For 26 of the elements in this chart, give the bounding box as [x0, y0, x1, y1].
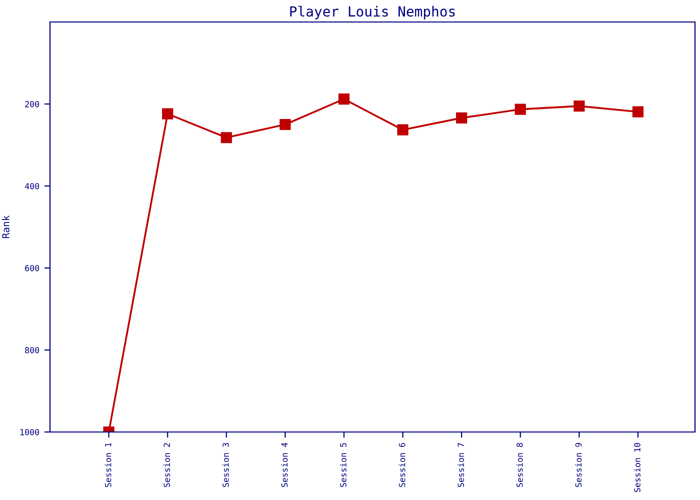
x-tick-label: Session 9	[575, 442, 582, 488]
y-tick-label: 200	[25, 101, 40, 108]
point	[338, 94, 350, 105]
point	[397, 124, 408, 136]
x-tick-label: Session 6	[398, 442, 406, 488]
y-tick-label: 1000	[20, 429, 40, 436]
point	[574, 100, 585, 112]
x-tick-label: Session 7	[458, 443, 464, 488]
x-tick-label: Session 2	[164, 443, 170, 488]
x-tick-label: Session 1	[104, 442, 112, 488]
x-tick-label: Session 5	[340, 443, 346, 488]
point	[280, 118, 291, 130]
point	[220, 132, 232, 144]
point	[162, 108, 174, 120]
point	[632, 106, 644, 118]
x-tick-label: Session 3	[222, 443, 229, 488]
point	[514, 104, 526, 115]
y-tick-label: 800	[25, 347, 40, 354]
x-tick-label: Session 8	[516, 442, 523, 488]
chart-title: Player Louis Nemphos	[290, 6, 455, 20]
y-axis-title: Rank	[2, 215, 10, 238]
point	[456, 112, 468, 124]
y-tick-label: 600	[25, 265, 40, 272]
x-tick-label: Session 4	[281, 442, 288, 488]
x-tick-label: Session 10	[634, 442, 640, 492]
y-tick-label: 400	[24, 183, 40, 190]
